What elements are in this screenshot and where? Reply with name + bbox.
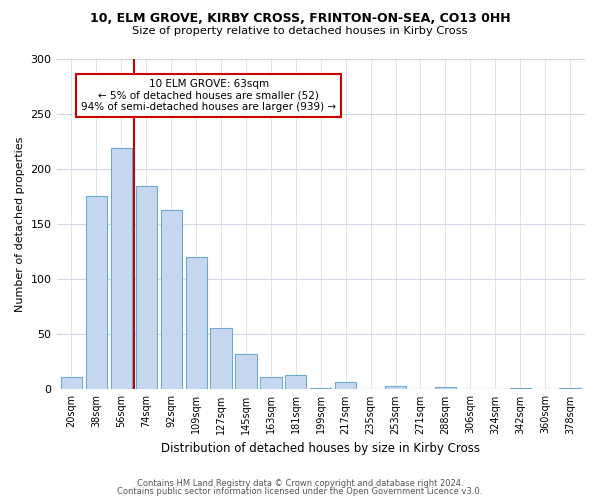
Bar (559, 388, 581, 390)
Bar (61, 378, 82, 390)
Bar (509, 388, 531, 390)
Bar (435, 387, 456, 390)
Bar (335, 382, 356, 390)
Bar (185, 258, 207, 390)
Bar (310, 388, 331, 390)
Y-axis label: Number of detached properties: Number of detached properties (15, 136, 25, 312)
Text: Size of property relative to detached houses in Kirby Cross: Size of property relative to detached ho… (132, 26, 468, 36)
X-axis label: Distribution of detached houses by size in Kirby Cross: Distribution of detached houses by size … (161, 442, 480, 455)
Text: 10, ELM GROVE, KIRBY CROSS, FRINTON-ON-SEA, CO13 0HH: 10, ELM GROVE, KIRBY CROSS, FRINTON-ON-S… (89, 12, 511, 26)
Text: Contains HM Land Registry data © Crown copyright and database right 2024.: Contains HM Land Registry data © Crown c… (137, 478, 463, 488)
Text: Contains public sector information licensed under the Open Government Licence v3: Contains public sector information licen… (118, 487, 482, 496)
Bar (385, 386, 406, 390)
Bar (86, 196, 107, 390)
Bar (235, 354, 257, 390)
Bar (211, 328, 232, 390)
Bar (285, 375, 307, 390)
Text: 10 ELM GROVE: 63sqm
← 5% of detached houses are smaller (52)
94% of semi-detache: 10 ELM GROVE: 63sqm ← 5% of detached hou… (81, 79, 336, 112)
Bar (111, 148, 132, 390)
Bar (260, 378, 281, 390)
Bar (136, 186, 157, 390)
Bar (161, 210, 182, 390)
